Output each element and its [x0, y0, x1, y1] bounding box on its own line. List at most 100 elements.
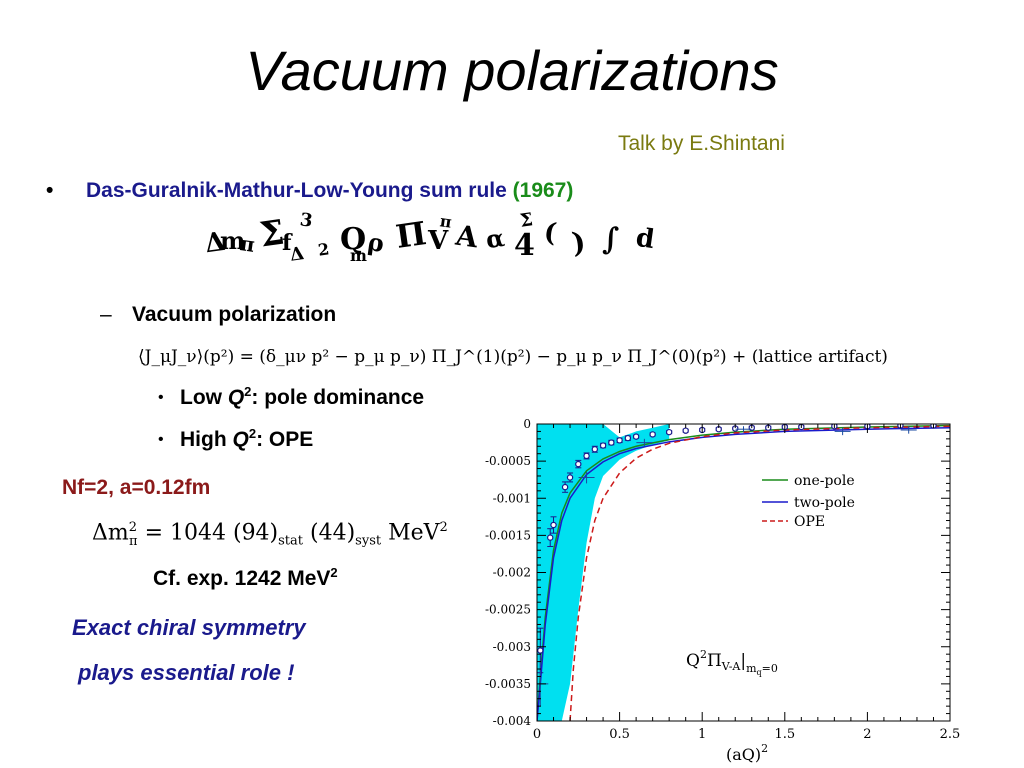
data-point — [550, 521, 557, 529]
talk-credit: Talk by E.Shintani — [618, 132, 785, 155]
mass-unit-sup: 2 — [439, 520, 448, 535]
garbled-glyph: 4 — [514, 228, 535, 263]
mass-mid: (44) — [303, 520, 356, 546]
dash-marker: – — [100, 303, 112, 326]
data-point — [682, 427, 689, 434]
sum-rule-year: (1967) — [512, 179, 574, 202]
garbled-glyph: Σ — [518, 210, 535, 232]
data-point — [575, 460, 582, 468]
annotation-pi: Π — [707, 651, 722, 671]
mass-unit: MeV — [381, 520, 440, 546]
vacuum-polarization-item: – Vacuum polarization — [100, 303, 336, 327]
x-tick-label: 2 — [863, 727, 871, 742]
y-tick-label: -0.0035 — [485, 677, 531, 691]
y-tick-label: -0.003 — [493, 640, 531, 654]
x-tick-label: 2.5 — [940, 727, 961, 742]
garbled-glyph: ( — [541, 217, 559, 249]
garbled-glyph: ) — [569, 225, 588, 260]
legend-label-one-pole: one-pole — [794, 473, 855, 489]
x-tick-label: 1 — [698, 727, 706, 742]
series-line-two-pole — [537, 426, 950, 721]
data-point — [649, 431, 656, 438]
mass-lhs: Δm — [92, 520, 129, 546]
x-axis-label-text: (aQ) — [726, 745, 761, 764]
x-axis-label: (aQ)2 — [726, 742, 768, 764]
slide-title: Vacuum polarizations — [245, 39, 779, 102]
x-axis-label-sup: 2 — [761, 742, 768, 755]
data-point — [583, 452, 590, 460]
garbled-glyph: m — [220, 226, 246, 255]
annotation-cond-sub: q — [757, 668, 762, 677]
mass-lhs-sup: 2 — [128, 520, 138, 535]
garbled-glyph: ∫ — [602, 222, 620, 257]
item-sup: 2 — [248, 426, 257, 441]
bullet-marker: • — [158, 389, 164, 406]
x-tick-label: 1.5 — [774, 727, 795, 742]
y-tick-label: -0.002 — [493, 566, 531, 580]
garbled-glyph: Π — [393, 214, 429, 256]
experimental-comparison: Cf. exp. 1242 MeV2 — [153, 565, 338, 591]
garbled-glyph: V — [428, 226, 449, 256]
bullet-marker: • — [46, 179, 54, 202]
annotation-sup: 2 — [700, 648, 707, 661]
item-post: : OPE — [256, 428, 314, 451]
annotation-sub: V-A — [721, 660, 742, 673]
mass-difference-result: Δm2π = 1044 (94)stat (44)syst MeV2 — [92, 520, 448, 549]
item-pre: Low — [180, 386, 228, 409]
data-point — [566, 474, 574, 481]
annotation-cond: m — [746, 662, 757, 675]
data-point — [616, 437, 623, 444]
y-tick-label: -0.0025 — [485, 603, 531, 617]
data-point — [591, 446, 599, 453]
garbled-glyph: π — [438, 211, 453, 232]
mass-lhs-sub: π — [129, 533, 138, 549]
cf-sup: 2 — [330, 565, 338, 580]
mass-syst: syst — [355, 533, 382, 549]
item-post: : pole dominance — [251, 386, 425, 409]
lattice-parameters: Nf=2, a=0.12fm — [62, 476, 211, 499]
item-q: Q — [227, 386, 245, 409]
item-pre: High — [180, 428, 233, 451]
x-tick-label: 0.5 — [609, 727, 630, 742]
data-point — [599, 442, 607, 449]
annotation-bar: | — [740, 651, 746, 671]
y-tick-label: -0.0015 — [485, 528, 531, 542]
chart-annotation: Q2ΠV-A|mq=0 — [686, 648, 778, 677]
garbled-glyph: Δ — [288, 243, 306, 266]
vacuum-polarization-equation: ⟨J_μJ_ν⟩(p²) = (δ_μν p² − p_μ p_ν) Π_J^(… — [138, 347, 888, 367]
chiral-line-1: Exact chiral symmetry — [72, 615, 306, 640]
item-sup: 2 — [244, 384, 252, 399]
item-q: Q — [232, 428, 249, 451]
legend-label-two-pole: two-pole — [794, 495, 855, 511]
chiral-line-2: plays essential role ! — [78, 660, 295, 685]
mass-eq: = 1044 (94) — [137, 520, 279, 546]
sum-rule-text: Das-Guralnik-Mathur-Low-Young sum rule — [86, 179, 507, 202]
garbled-glyph: 3 — [298, 210, 314, 232]
y-tick-label: -0.004 — [493, 714, 532, 728]
low-q2-item: • Low Q2: pole dominance — [158, 384, 424, 410]
vacuum-polarization-chart: 0 0.5 1 1.5 2 2.5 0 -0.0005 -0.001 -0.0015 -0.002 -… — [485, 417, 961, 764]
legend: one-pole two-pole OPE — [762, 473, 855, 530]
bullet-marker: • — [158, 431, 164, 448]
data-point — [547, 534, 554, 541]
data-point — [624, 434, 632, 442]
y-tick-label: -0.0005 — [485, 454, 531, 468]
garbled-glyph: f — [282, 230, 292, 256]
high-q2-item: • High Q2: OPE — [158, 426, 313, 452]
cf-text: Cf. exp. 1242 MeV — [153, 567, 331, 590]
data-point — [665, 428, 673, 436]
garbled-glyph: d — [634, 222, 657, 256]
x-tick-label: 0 — [533, 727, 541, 742]
y-tick-label: 0 — [523, 417, 531, 431]
data-point — [632, 433, 640, 440]
garbled-glyph: ρ — [366, 227, 386, 258]
data-point — [561, 483, 569, 491]
series-line-ope — [569, 425, 950, 721]
garbled-glyph: m — [350, 246, 367, 265]
data-point — [608, 439, 615, 446]
legend-label-ope: OPE — [794, 514, 825, 530]
mass-stat: stat — [278, 533, 304, 549]
annotation-q: Q — [686, 651, 700, 671]
y-tick-label: -0.001 — [493, 491, 531, 505]
